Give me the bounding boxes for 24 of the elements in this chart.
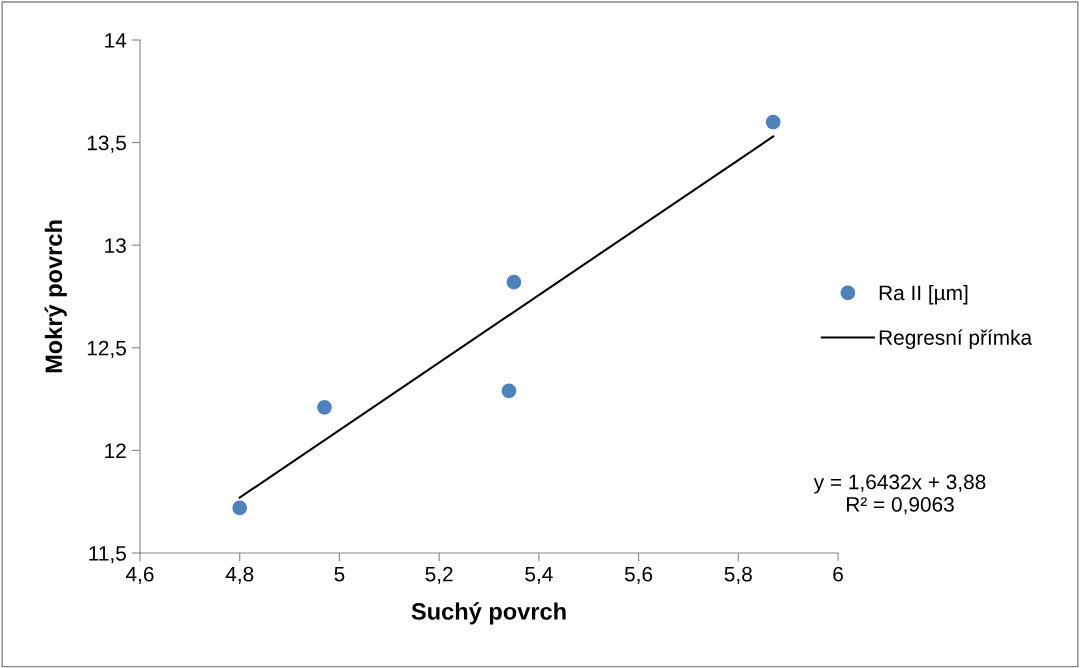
x-tick-label: 5,4: [525, 566, 553, 584]
x-tick-label: 5: [334, 566, 345, 582]
x-tick-label: 4,6: [126, 566, 154, 584]
point: [501, 383, 517, 399]
annotation: y = 1,6432x + 3,88 R² = 0,9063: [813, 474, 986, 515]
x-tick-label: 5,2: [425, 566, 453, 584]
y-tick-label: 14: [105, 33, 127, 48]
y-axis-title: Mokrý povrch: [44, 220, 67, 373]
x-tick-label: 4,8: [225, 566, 254, 584]
x-tick-label: 5,8: [724, 566, 752, 584]
y-tick-label: 13: [105, 238, 126, 253]
point: [317, 400, 332, 415]
legend-label: Ra II [µm]: [879, 284, 968, 305]
y-tick-label: 12,5: [87, 340, 126, 359]
y-tick-label: 11,5: [89, 546, 126, 564]
legend-label: Regresní přímka: [879, 329, 1033, 350]
y-tick-label: 12: [105, 443, 126, 458]
x-tick-label: 5,6: [624, 566, 653, 584]
point: [765, 114, 781, 130]
x-axis-title: Suchý povrch: [411, 602, 566, 625]
y-tick-label: 13,5: [87, 135, 126, 153]
point: [232, 500, 248, 516]
x-tick-label: 6: [833, 566, 843, 582]
point: [506, 274, 522, 290]
